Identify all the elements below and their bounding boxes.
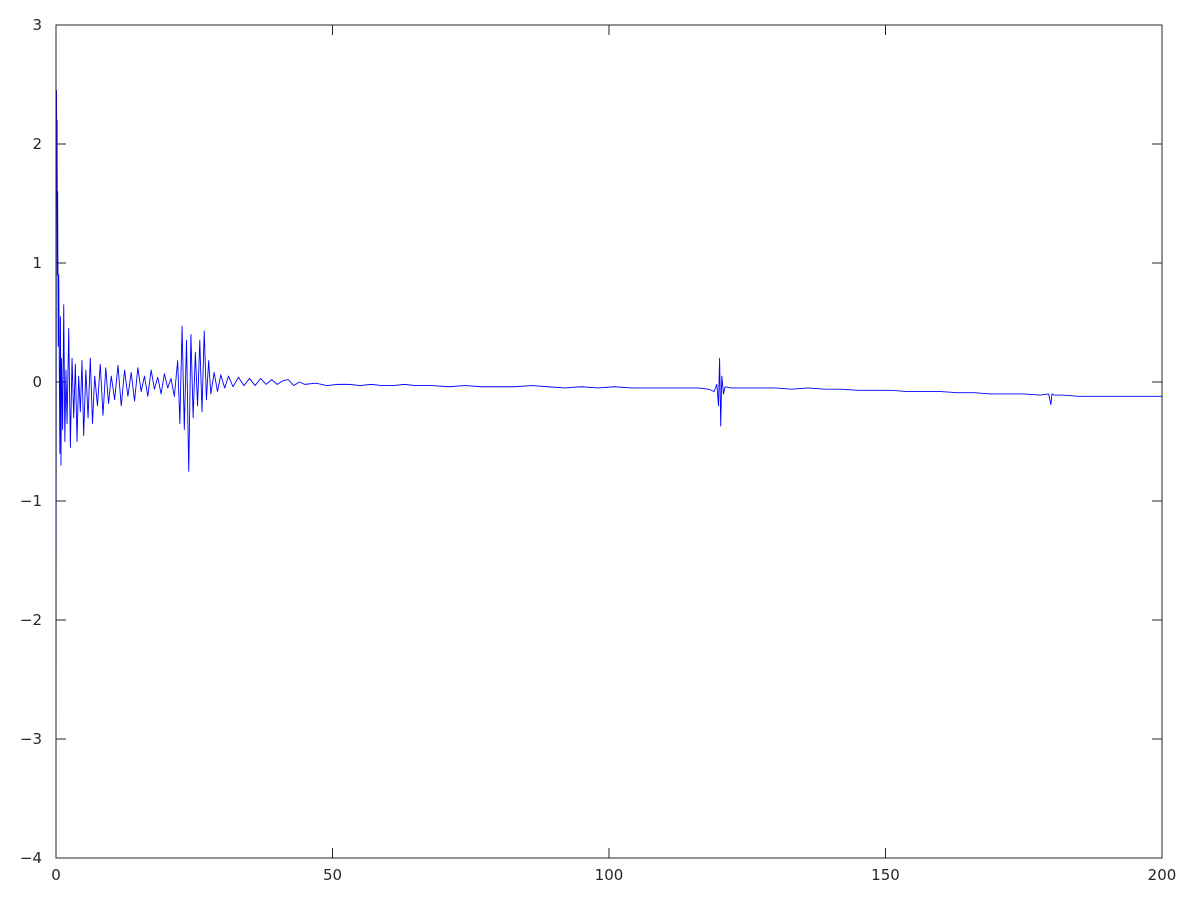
axes-frame (55, 24, 1163, 859)
y-tick-label: −1 (20, 492, 42, 510)
y-tick-label: 1 (32, 254, 42, 272)
y-tick-label: 0 (32, 373, 42, 391)
x-tick-label: 150 (871, 866, 900, 884)
x-tick-label: 50 (323, 866, 342, 884)
series-layer (55, 90, 1162, 847)
x-tick-label: 0 (51, 866, 61, 884)
y-tick-label: −3 (20, 730, 42, 748)
x-tick-labels: 0 50 100 150 200 (51, 866, 1176, 884)
y-tick-labels: −4 −3 −2 −1 0 1 2 3 (20, 16, 42, 867)
series-line-0 (55, 90, 1162, 847)
x-tick-label: 100 (595, 866, 624, 884)
y-tick-label: 2 (32, 135, 42, 153)
y-tick-label: −2 (20, 611, 42, 629)
y-tick-label: −4 (20, 849, 42, 867)
x-tick-label: 200 (1148, 866, 1177, 884)
y-tick-label: 3 (32, 16, 42, 34)
